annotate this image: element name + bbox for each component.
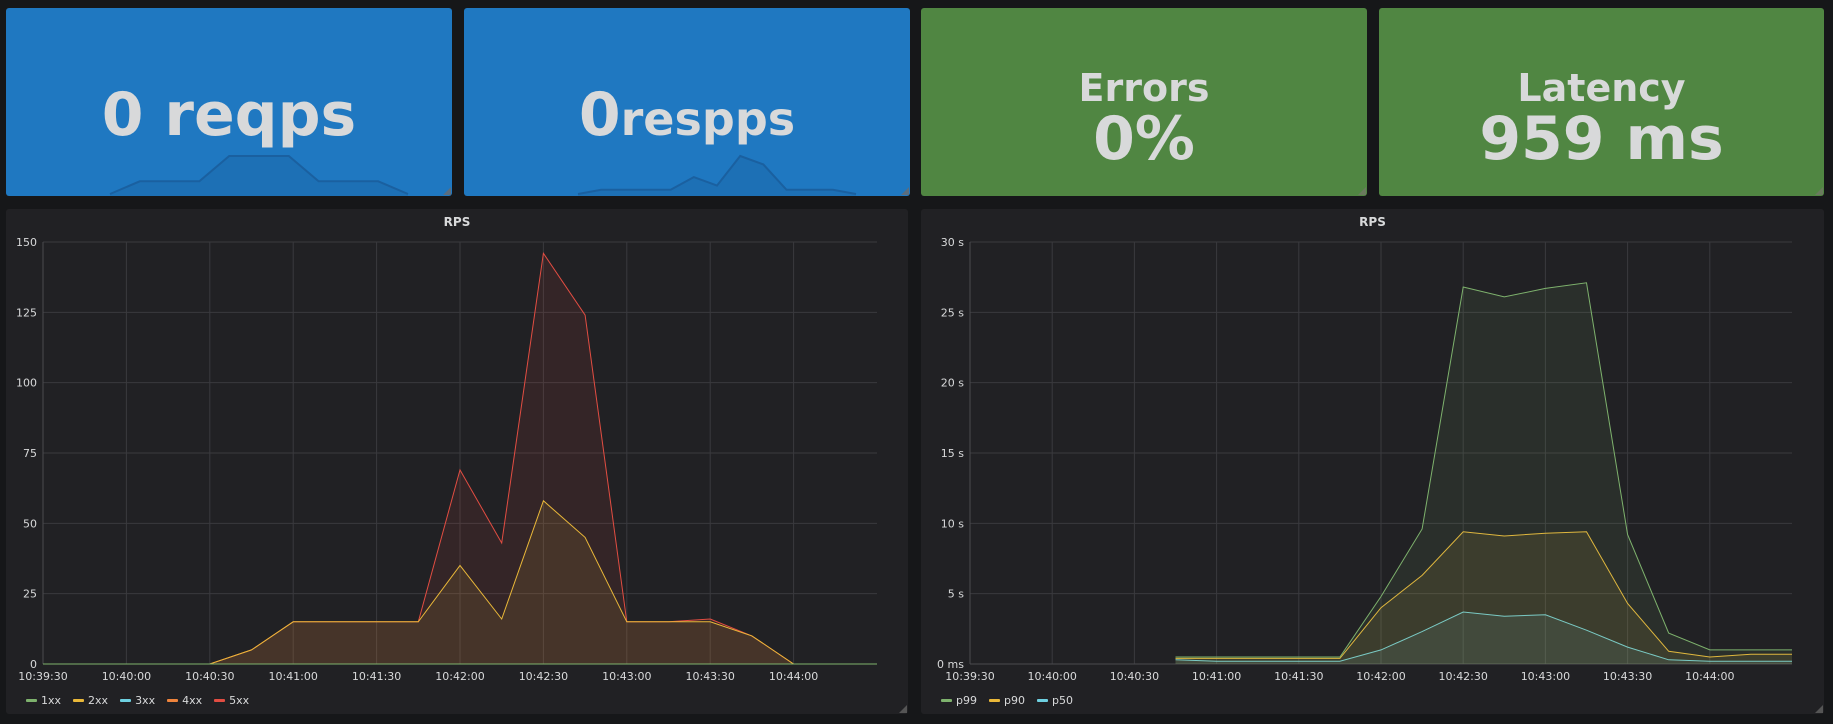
series-line-p50[interactable] xyxy=(1175,611,1793,662)
x-tick-label: 10:44:00 xyxy=(1685,670,1734,683)
latency-title: Latency xyxy=(1517,66,1686,110)
y-tick-label: 0 xyxy=(30,658,37,671)
legend-swatch xyxy=(988,699,1000,702)
sparkline-line xyxy=(577,154,857,195)
y-tick-label: 30 s xyxy=(941,236,964,249)
series-area-p99 xyxy=(1175,282,1792,664)
legend-label: 3xx xyxy=(135,694,156,707)
y-tick-label: 100 xyxy=(16,377,37,390)
y-tick-label: 0 ms xyxy=(937,658,964,671)
sparkline-area xyxy=(578,156,856,196)
x-tick-label: 10:41:30 xyxy=(1274,670,1323,683)
resize-handle-icon[interactable] xyxy=(899,705,907,713)
x-tick-label: 10:42:30 xyxy=(519,670,568,683)
legend: 1xx 2xx 3xx 4xx 5xx xyxy=(26,694,249,707)
series-area-p90 xyxy=(1175,531,1792,664)
x-tick-label: 10:43:30 xyxy=(685,670,734,683)
series-area-p50 xyxy=(1175,612,1792,664)
legend-swatch xyxy=(167,699,179,702)
latency-value: 959 ms xyxy=(1479,104,1724,174)
series-area-2xx xyxy=(43,500,877,664)
y-tick-label: 50 xyxy=(23,517,37,530)
stat-panel-errors[interactable]: Errors 0% xyxy=(921,8,1367,196)
legend-label: p90 xyxy=(1003,694,1025,707)
x-tick-label: 10:41:30 xyxy=(352,670,401,683)
legend-item-p50[interactable]: p50 xyxy=(1036,694,1073,707)
x-tick-label: 10:44:00 xyxy=(769,670,818,683)
series-area-5xx xyxy=(43,253,877,665)
legend-swatch xyxy=(941,699,952,702)
x-tick-label: 10:40:00 xyxy=(1027,670,1076,683)
latency-chart: 0 ms 5 s 10 s 15 s 20 s 25 s 30 s 10:39:30 10:40… xyxy=(937,236,1793,683)
respps-value: 0respps xyxy=(464,80,910,150)
status-rps-chart: 0 25 50 75 100 125 150 10:39:30 10:40:00 10:40:30… xyxy=(16,236,877,683)
legend-item-4xx[interactable]: 4xx xyxy=(167,694,202,707)
legend-label: 5xx xyxy=(229,694,250,707)
y-tick-label: 5 s xyxy=(948,588,964,601)
legend-swatch xyxy=(1036,699,1048,702)
legend-label: 4xx xyxy=(182,694,203,707)
x-tick-label: 10:43:00 xyxy=(1521,670,1570,683)
y-tick-label: 25 s xyxy=(941,306,964,319)
resize-handle-icon[interactable] xyxy=(1815,705,1823,713)
resize-handle-icon[interactable] xyxy=(443,187,451,195)
legend-label: 1xx xyxy=(41,694,62,707)
y-tick-label: 25 xyxy=(23,588,37,601)
x-tick-label: 10:41:00 xyxy=(268,670,317,683)
x-tick-label: 10:39:30 xyxy=(945,670,994,683)
y-tick-label: 125 xyxy=(16,306,37,319)
respps-unit: respps xyxy=(620,92,796,146)
y-tick-label: 150 xyxy=(16,236,37,249)
legend-item-2xx[interactable]: 2xx xyxy=(73,694,108,707)
stat-panel-latency[interactable]: Latency 959 ms xyxy=(1379,8,1824,196)
series-line-p90[interactable] xyxy=(1175,531,1793,659)
sparkline-area xyxy=(110,156,408,196)
legend: p99 p90 p50 xyxy=(941,694,1073,707)
x-tick-label: 10:40:30 xyxy=(1110,670,1159,683)
legend-item-1xx[interactable]: 1xx xyxy=(26,694,61,707)
x-tick-label: 10:41:00 xyxy=(1192,670,1241,683)
panel-title[interactable]: RPS xyxy=(443,215,471,229)
reqps-sparkline xyxy=(109,155,409,196)
x-tick-label: 10:42:00 xyxy=(1356,670,1405,683)
graph-panel-latency[interactable]: RPS 0 ms 5 s 10 s 15 s 20 s 25 s 30 s 10:39:30 1… xyxy=(921,209,1824,714)
sparkline-line xyxy=(109,155,409,195)
legend-item-p99[interactable]: p99 xyxy=(941,694,977,707)
graph-panel-status[interactable]: RPS 0 25 50 75 100 125 150 10:39:30 10:40:00 10:4… xyxy=(6,209,908,714)
legend-swatch xyxy=(214,699,226,702)
stat-panel-respps[interactable]: 0respps xyxy=(464,8,910,196)
errors-title: Errors xyxy=(1078,66,1210,110)
x-tick-label: 10:40:30 xyxy=(185,670,234,683)
y-tick-label: 75 xyxy=(23,447,37,460)
legend-item-p90[interactable]: p90 xyxy=(988,694,1025,707)
y-tick-label: 10 s xyxy=(941,517,964,530)
y-tick-label: 20 s xyxy=(941,377,964,390)
x-tick-label: 10:43:00 xyxy=(602,670,651,683)
reqps-value: 0 reqps xyxy=(101,80,357,150)
x-tick-label: 10:42:30 xyxy=(1438,670,1487,683)
resize-handle-icon[interactable] xyxy=(901,187,909,195)
x-tick-label: 10:42:00 xyxy=(435,670,484,683)
legend-swatch xyxy=(73,699,85,702)
resize-handle-icon[interactable] xyxy=(1815,187,1823,195)
legend-swatch xyxy=(120,699,132,702)
legend-swatch xyxy=(26,699,37,702)
resize-handle-icon[interactable] xyxy=(1358,187,1366,195)
panel-title[interactable]: RPS xyxy=(1359,215,1386,229)
respps-number: 0 xyxy=(578,80,621,150)
x-tick-label: 10:40:00 xyxy=(102,670,151,683)
stat-panel-reqps[interactable]: 0 reqps xyxy=(6,8,452,196)
legend-label: 2xx xyxy=(88,694,109,707)
errors-value: 0% xyxy=(1093,104,1195,174)
y-tick-label: 15 s xyxy=(941,447,964,460)
legend-label: p50 xyxy=(1051,694,1073,707)
legend-item-3xx[interactable]: 3xx xyxy=(120,694,155,707)
respps-sparkline xyxy=(577,154,857,196)
legend-item-5xx[interactable]: 5xx xyxy=(214,694,249,707)
x-tick-label: 10:39:30 xyxy=(18,670,67,683)
x-tick-label: 10:43:30 xyxy=(1603,670,1652,683)
legend-label: p99 xyxy=(956,694,977,707)
series-line-p99[interactable] xyxy=(1175,282,1793,658)
